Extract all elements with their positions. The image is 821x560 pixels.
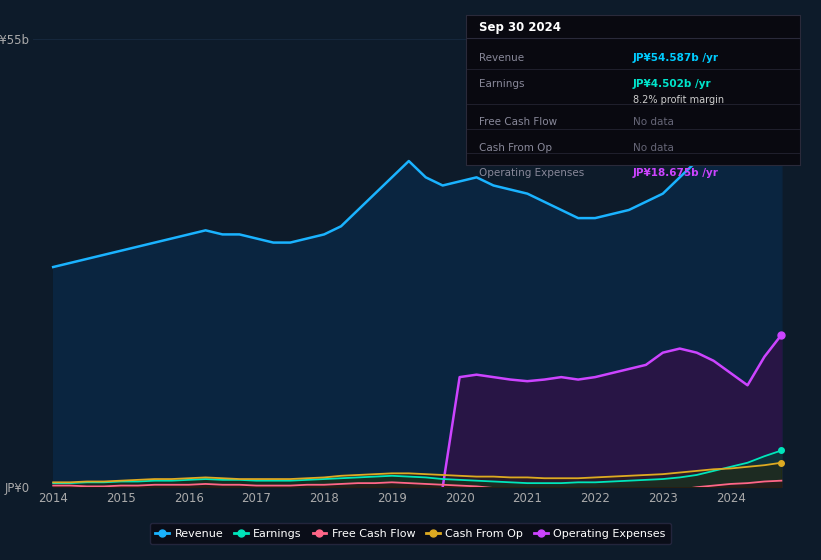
Text: JP¥54.587b /yr: JP¥54.587b /yr: [633, 53, 719, 63]
Text: Cash From Op: Cash From Op: [479, 143, 552, 153]
Text: 8.2% profit margin: 8.2% profit margin: [633, 95, 724, 105]
Text: Earnings: Earnings: [479, 79, 525, 89]
Text: JP¥18.675b /yr: JP¥18.675b /yr: [633, 168, 719, 178]
Text: Free Cash Flow: Free Cash Flow: [479, 117, 557, 127]
Text: Operating Expenses: Operating Expenses: [479, 168, 585, 178]
Text: Revenue: Revenue: [479, 53, 524, 63]
Text: No data: No data: [633, 143, 674, 153]
Legend: Revenue, Earnings, Free Cash Flow, Cash From Op, Operating Expenses: Revenue, Earnings, Free Cash Flow, Cash …: [150, 523, 671, 544]
Text: No data: No data: [633, 117, 674, 127]
Text: Sep 30 2024: Sep 30 2024: [479, 21, 561, 34]
Text: JP¥4.502b /yr: JP¥4.502b /yr: [633, 79, 712, 89]
